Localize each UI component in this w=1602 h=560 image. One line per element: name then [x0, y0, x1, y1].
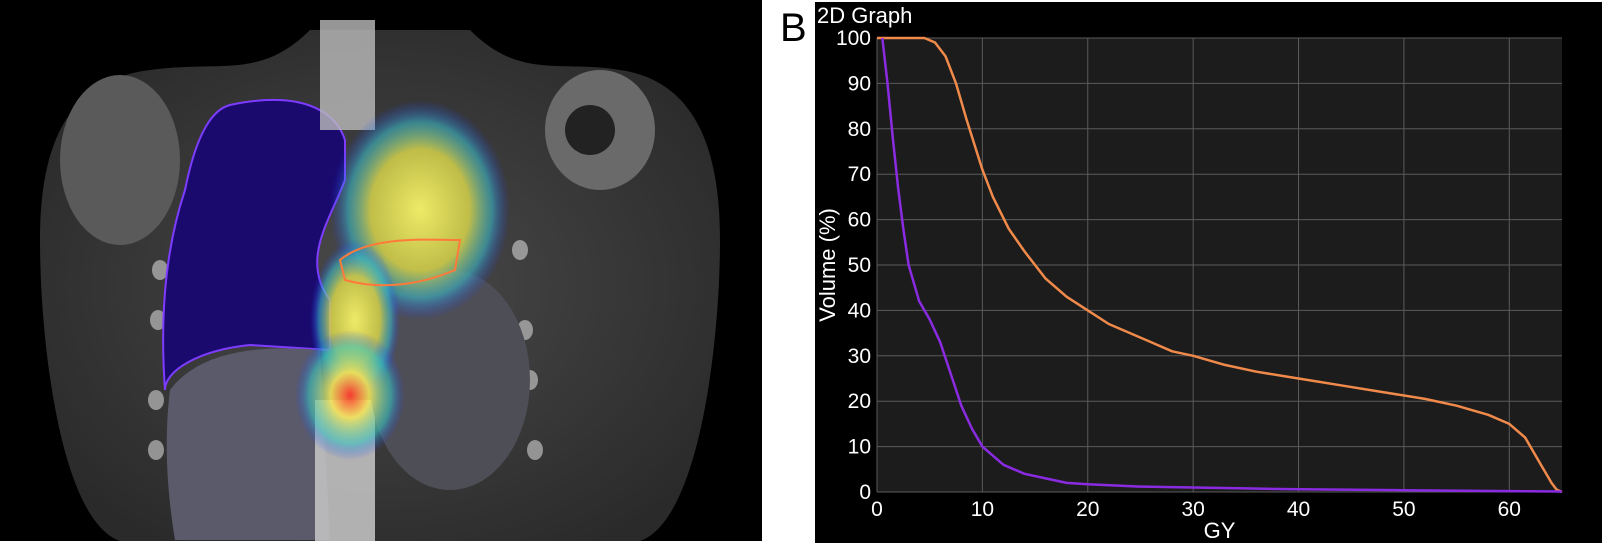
y-tick-label: 10	[848, 436, 871, 459]
x-tick-label: 10	[971, 498, 994, 521]
dvh-chart-panel: 0 10 20 30 40 50 60 0 10 20 30 40 50 60 70 80 90 100 2D G…	[815, 2, 1602, 543]
ct-scan-image	[40, 20, 720, 541]
panel-label-a: A	[6, 6, 33, 50]
y-tick-label: 60	[848, 209, 871, 232]
x-tick-label: 60	[1498, 498, 1521, 521]
x-axis-title: GY	[1204, 518, 1236, 543]
y-tick-label: 90	[848, 72, 871, 95]
x-tick-label: 0	[871, 498, 883, 521]
x-tick-label: 30	[1181, 498, 1204, 521]
y-tick-label: 80	[848, 118, 871, 141]
dvh-chart: 0 10 20 30 40 50 60 0 10 20 30 40 50 60 70 80 90 100 2D G…	[815, 2, 1602, 543]
panel-label-b: B	[780, 6, 807, 50]
y-tick-label: 70	[848, 163, 871, 186]
y-tick-label: 0	[859, 481, 871, 504]
ct-image-panel	[0, 0, 762, 541]
series-line-2	[881, 37, 1563, 493]
series-line-1	[877, 36, 1563, 494]
y-tick-label: 100	[836, 27, 871, 50]
x-tick-label: 50	[1392, 498, 1415, 521]
y-tick-label: 40	[848, 299, 871, 322]
chart-title: 2D Graph	[817, 3, 912, 28]
y-axis-title: Volume (%)	[815, 208, 840, 322]
y-tick-label: 30	[848, 345, 871, 368]
y-tick-label: 20	[848, 390, 871, 413]
x-tick-label: 20	[1076, 498, 1099, 521]
y-tick-label: 50	[848, 254, 871, 277]
x-tick-label: 40	[1287, 498, 1310, 521]
